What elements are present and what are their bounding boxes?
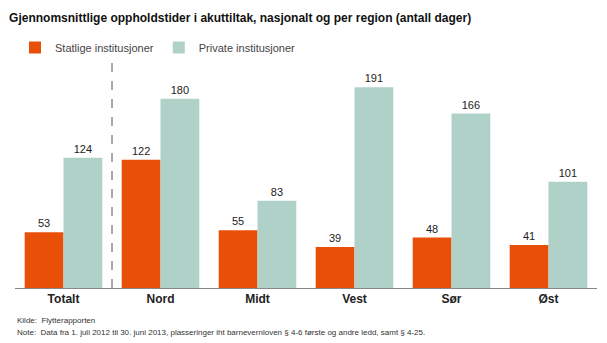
svg-text:Vest: Vest	[342, 292, 367, 306]
svg-text:Kilde: Flytterapporten: Kilde: Flytterapporten	[17, 316, 95, 325]
svg-text:39: 39	[329, 232, 341, 244]
svg-text:124: 124	[74, 143, 92, 155]
svg-text:Øst: Øst	[538, 292, 558, 306]
svg-text:101: 101	[559, 167, 577, 179]
svg-text:53: 53	[38, 217, 50, 229]
svg-text:180: 180	[171, 84, 189, 96]
svg-text:Gjennomsnittlige oppholdstider: Gjennomsnittlige oppholdstider i akuttil…	[9, 11, 471, 25]
svg-text:55: 55	[232, 215, 244, 227]
svg-text:48: 48	[426, 223, 438, 235]
svg-text:Nord: Nord	[147, 292, 175, 306]
svg-text:Statlige institusjoner: Statlige institusjoner	[55, 42, 154, 54]
svg-text:Private institusjoner: Private institusjoner	[199, 42, 295, 54]
svg-text:Totalt: Totalt	[48, 292, 80, 306]
svg-text:83: 83	[271, 186, 283, 198]
svg-text:122: 122	[132, 145, 150, 157]
svg-text:166: 166	[462, 99, 480, 111]
svg-text:41: 41	[523, 230, 535, 242]
svg-text:Midt: Midt	[245, 292, 270, 306]
svg-text:191: 191	[365, 72, 383, 84]
svg-text:Note: Data fra 1. juli 2012 t: Note: Data fra 1. juli 2012 til 30. juni…	[17, 328, 425, 337]
svg-text:Sør: Sør	[441, 292, 461, 306]
